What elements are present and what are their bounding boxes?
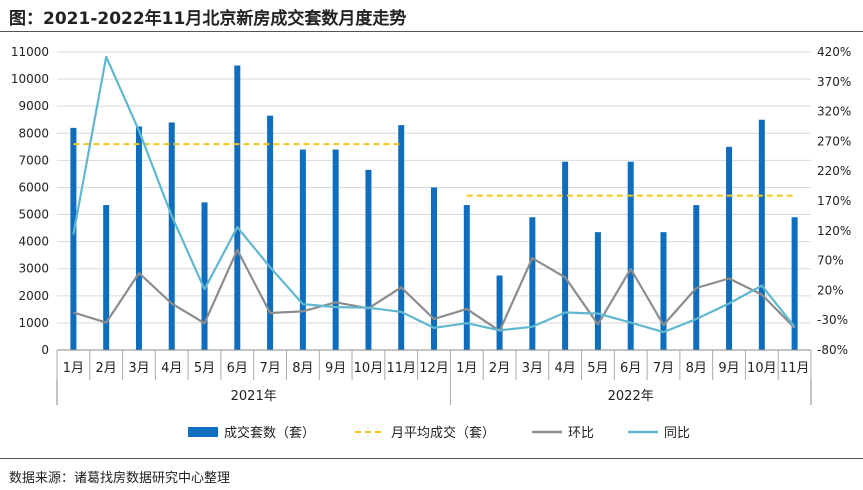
legend-swatch-bar [188, 427, 218, 437]
legend-label: 成交套数（套） [224, 425, 315, 441]
y-tick-label: 11000 [11, 45, 49, 59]
bar [594, 232, 601, 350]
chart-title: 图：2021-2022年11月北京新房成交套数月度走势 [9, 9, 407, 29]
bar [135, 126, 142, 350]
legend-label: 同比 [664, 426, 690, 441]
x-tick-label: 5月 [587, 361, 608, 376]
bar [791, 217, 798, 350]
chart: 0 1000 2000 3000 4000 5000 6000 7000 8000 9000 100… [11, 45, 852, 441]
y-tick-label: 4000 [18, 235, 49, 249]
y2-tick-label: 70% [817, 254, 844, 268]
x-tick-label: 11月 [780, 361, 810, 376]
bar [726, 146, 733, 350]
bar [758, 119, 765, 351]
x-tick-label: 4月 [554, 361, 575, 376]
legend-label: 环比 [568, 426, 594, 441]
bar [299, 149, 306, 350]
bar [201, 202, 208, 350]
bar [267, 115, 274, 350]
x-tick-label: 10月 [354, 361, 384, 376]
group-label: 2022年 [608, 389, 654, 404]
bar [627, 161, 634, 350]
y-tick-label: 5000 [18, 208, 49, 222]
y2-tick-label: 120% [817, 224, 851, 238]
x-tick-label: 1月 [456, 361, 477, 376]
x-tick-label: 10月 [747, 361, 777, 376]
y-tick-label: 7000 [18, 153, 49, 167]
x-tick-label: 2月 [96, 361, 117, 376]
data-source: 数据来源：诸葛找房数据研究中心整理 [9, 471, 231, 486]
x-tick-label: 8月 [292, 361, 313, 376]
bar [332, 149, 339, 350]
bar [103, 205, 110, 350]
y2-tick-label: -30% [817, 313, 848, 327]
bar [431, 187, 437, 350]
y-tick-label: 1000 [18, 316, 49, 330]
x-tick-label: 2月 [489, 361, 510, 376]
bar [693, 205, 700, 350]
y2-tick-label: 370% [817, 75, 851, 89]
bar [70, 127, 77, 350]
title-divider [0, 31, 863, 32]
y-tick-label: 2000 [18, 289, 49, 303]
footer-divider [0, 458, 863, 459]
y-tick-label: 10000 [11, 72, 49, 86]
x-tick-label: 8月 [686, 361, 707, 376]
y-tick-label: 9000 [18, 99, 49, 113]
y-tick-label: 8000 [18, 126, 49, 140]
legend-label: 月平均成交（套） [391, 425, 495, 441]
y2-tick-label: 270% [817, 134, 851, 148]
x-tick-label: 1月 [63, 361, 84, 376]
bar [660, 232, 667, 350]
bar [234, 65, 241, 350]
bar [398, 125, 405, 351]
y2-tick-label: 20% [817, 283, 844, 297]
x-tick-label: 7月 [259, 361, 280, 376]
x-tick-label: 7月 [653, 361, 674, 376]
y2-tick-label: 420% [817, 45, 851, 59]
bar [463, 205, 470, 350]
y2-tick-label: 320% [817, 105, 851, 119]
y2-tick-label: -80% [817, 343, 848, 357]
yoy-line [72, 55, 796, 334]
bar [168, 122, 175, 350]
x-tick-label: 4月 [161, 361, 182, 376]
x-tick-label: 9月 [718, 361, 739, 376]
x-tick-label: 3月 [128, 361, 149, 376]
bar [365, 169, 372, 350]
x-tick-label: 5月 [194, 361, 215, 376]
group-label: 2021年 [231, 389, 277, 404]
y-tick-label: 3000 [18, 262, 49, 276]
x-tick-label: 9月 [325, 361, 346, 376]
bar [562, 161, 569, 350]
mom-line [73, 248, 796, 332]
y2-tick-label: 170% [817, 194, 851, 208]
x-tick-label: 6月 [227, 361, 248, 376]
y-tick-label: 0 [41, 343, 49, 357]
bar [529, 217, 536, 350]
x-tick-label: 12月 [419, 361, 449, 376]
x-tick-label: 6月 [620, 361, 641, 376]
x-tick-label: 3月 [522, 361, 543, 376]
x-tick-label: 11月 [386, 361, 416, 376]
y2-tick-label: 220% [817, 164, 851, 178]
bar [496, 275, 503, 350]
y-tick-label: 6000 [18, 180, 49, 194]
